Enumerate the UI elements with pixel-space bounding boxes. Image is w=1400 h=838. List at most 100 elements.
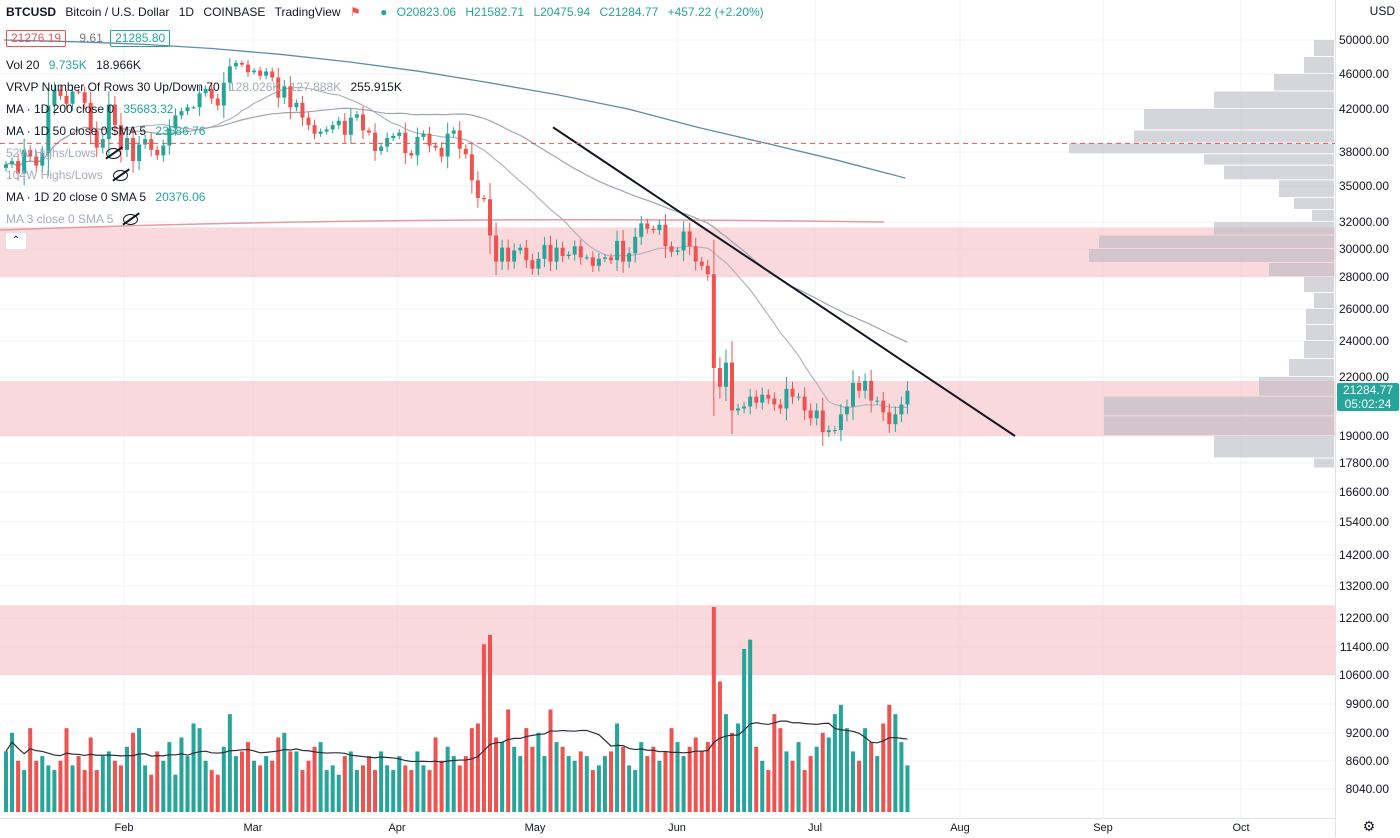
volume-profile-row [1279, 180, 1334, 197]
currency-selector[interactable]: USD [1369, 4, 1395, 18]
volume-profile-row [1304, 57, 1334, 73]
hidden-eye-icon[interactable] [106, 148, 122, 160]
price-axis[interactable]: USD 50000.00 46000.00 42000.00 38000.00 3500… [1335, 0, 1400, 837]
indicator-volume[interactable]: Vol 20 9.735K 18.966K [6, 58, 141, 72]
volume-profile-row [1134, 130, 1334, 143]
volume-bar [905, 765, 910, 812]
volume-bar [312, 746, 317, 812]
candle-body [645, 223, 650, 229]
candle-body [475, 180, 480, 198]
indicator-ma3[interactable]: MA 3 close 0 SMA 5 [6, 212, 144, 226]
volume-bars [4, 607, 910, 812]
volume-profile-row [1312, 210, 1334, 221]
volume-bar [227, 714, 232, 812]
volume-bar [112, 760, 117, 812]
candle-body [609, 257, 613, 261]
volume-profile-row [1314, 40, 1334, 56]
volume-bar [826, 737, 831, 812]
ohlc-close: C21284.77 [599, 5, 659, 19]
volume-bar [354, 770, 359, 812]
candle-body [161, 145, 166, 156]
sell-price-button[interactable]: 21276.19 [6, 30, 67, 47]
volume-profile-row [1214, 91, 1334, 108]
candle-body [590, 257, 595, 266]
volume-bar [778, 728, 783, 812]
volume-bar [651, 746, 656, 812]
settings-gear-icon[interactable]: ⚙ [1362, 818, 1376, 834]
ohlc-low: L20475.94 [533, 5, 591, 19]
volume-bar [34, 760, 39, 812]
volume-bar [554, 742, 559, 812]
volume-bar [863, 728, 868, 812]
price-chart-canvas[interactable] [0, 0, 1335, 818]
volume-bar [657, 760, 662, 812]
candle-body [869, 380, 874, 401]
candle-body [796, 396, 801, 398]
candle-body [851, 382, 855, 407]
candle-body [469, 154, 474, 181]
candle-body [687, 231, 692, 247]
volume-profile-row [1104, 416, 1334, 435]
volume-bar [669, 728, 674, 812]
volume-bar [294, 751, 299, 812]
candle-body [742, 406, 747, 409]
indicator-ma50[interactable]: MA · 1D 50 close 0 SMA 5 23586.76 [6, 124, 206, 138]
candle-body [239, 62, 244, 65]
candle-body [167, 128, 172, 146]
drawing-tools-layer[interactable] [0, 126, 1335, 437]
candle-body [893, 414, 898, 425]
volume-bar [330, 765, 335, 812]
symbol-ticker[interactable]: BTCUSD [6, 5, 56, 19]
candle-body [723, 362, 728, 387]
volume-bar [185, 756, 190, 812]
candle-body [730, 362, 734, 411]
flag-icon[interactable]: ⚑ [349, 5, 361, 19]
volume-profile-row [1314, 458, 1334, 468]
buy-price-button[interactable]: 21285.80 [110, 30, 171, 47]
candle-body [699, 261, 704, 266]
volume-bar [469, 728, 474, 812]
interval-label[interactable]: 1D [178, 5, 195, 19]
volume-bar [118, 765, 123, 812]
collapse-legend-button[interactable]: ⌃ [5, 232, 27, 250]
indicator-vrvp[interactable]: VRVP Number Of Rows 30 Up/Down 70 128.02… [6, 80, 402, 94]
candle-body [342, 120, 347, 135]
candle-body [137, 144, 142, 162]
candle-body [4, 164, 8, 168]
candle-body [421, 133, 426, 137]
candle-body [899, 404, 904, 415]
volume-profile-row [1104, 396, 1334, 416]
price-tick-label: 9900.00 [1345, 697, 1389, 711]
hidden-eye-icon[interactable] [123, 214, 139, 226]
time-axis[interactable]: Feb Mar Apr May Jun Jul Aug Sep Oct [0, 818, 1335, 838]
volume-profile-row [1314, 293, 1334, 308]
volume-bar [609, 751, 613, 812]
price-tick-label: 42000.00 [1338, 102, 1389, 116]
volume-bar [506, 709, 511, 812]
volume-bar [851, 751, 855, 812]
candle-body [185, 107, 190, 112]
volume-bar [427, 770, 432, 812]
volume-bar [536, 732, 541, 812]
price-tick-label: 17800.00 [1338, 456, 1389, 470]
candle-body [354, 114, 359, 118]
volume-bar [360, 765, 365, 812]
indicator-ma20[interactable]: MA · 1D 20 close 0 SMA 5 20376.06 [6, 190, 206, 204]
price-tick-label: 28000.00 [1338, 270, 1389, 284]
indicator-ma200[interactable]: MA · 1D 200 close 0 35683.32 [6, 102, 174, 116]
indicator-104w-highs-lows[interactable]: 104W Highs/Lows [6, 168, 134, 182]
candle-body [826, 430, 831, 433]
volume-bar [64, 728, 69, 812]
hidden-eye-icon[interactable] [112, 170, 128, 182]
volume-bar [88, 737, 93, 812]
volume-bar [282, 732, 287, 812]
volume-bar [246, 742, 250, 812]
volume-bar [252, 760, 257, 812]
candle-body [681, 231, 686, 251]
candle-body [602, 257, 607, 259]
volume-bar [663, 751, 668, 812]
indicator-52w-highs-lows[interactable]: 52W Highs/Lows [6, 146, 127, 160]
candle-body [554, 247, 559, 262]
price-tick-label: 12200.00 [1338, 611, 1389, 625]
volume-bar [46, 765, 51, 812]
